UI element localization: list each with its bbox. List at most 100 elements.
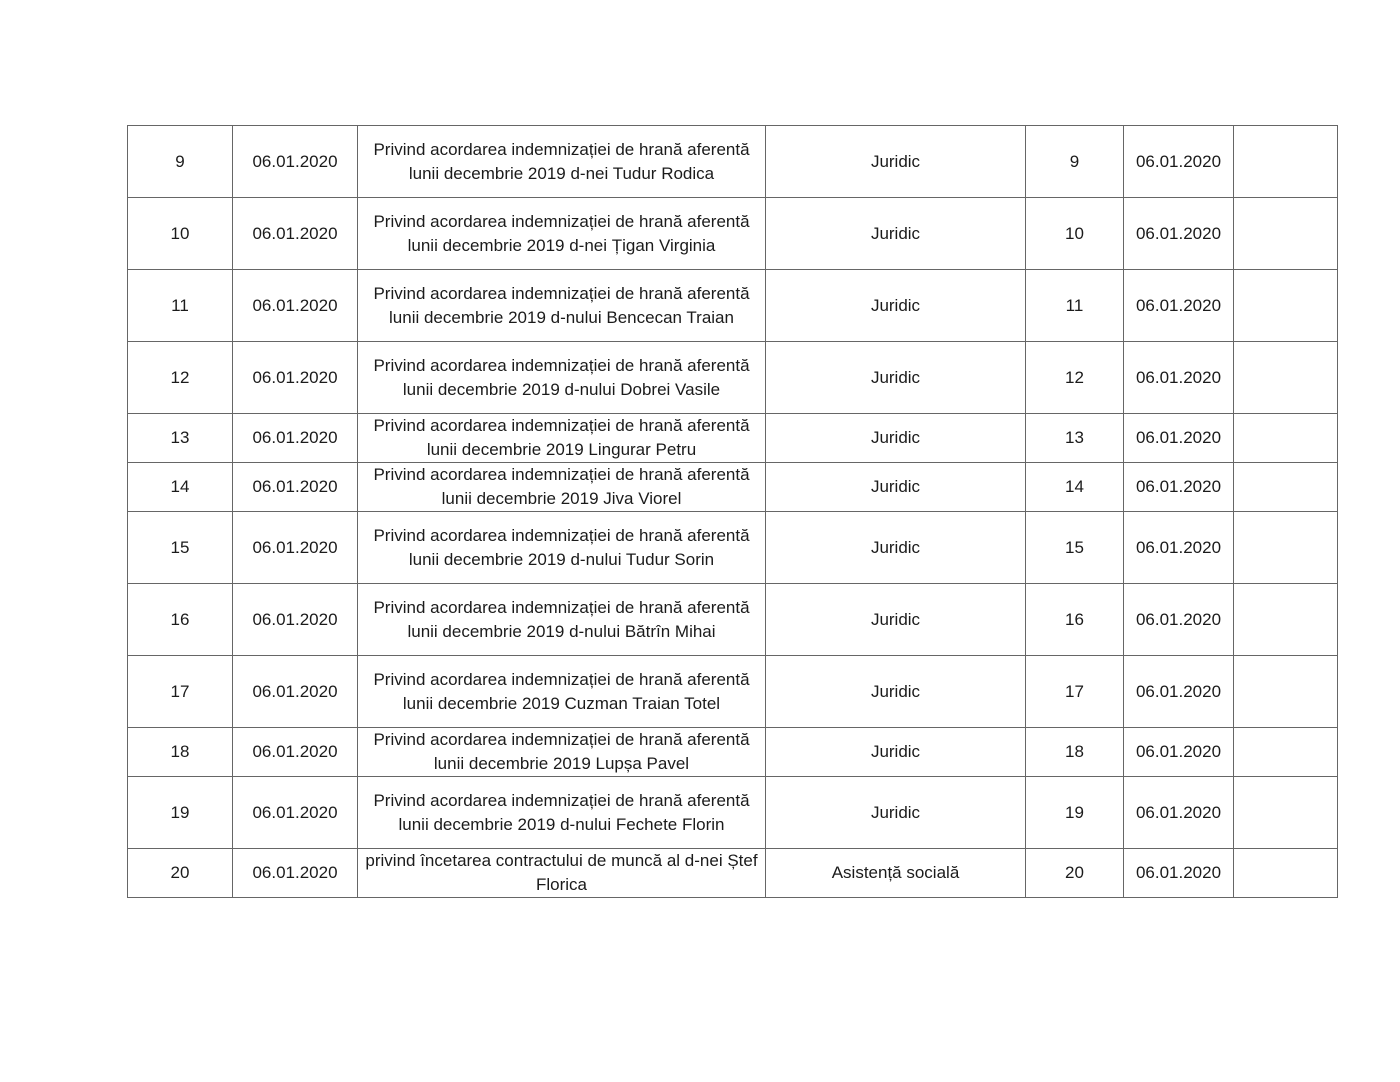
cell-registry-number: 17 [1025,655,1124,728]
table-row: 11 06.01.2020 Privind acordarea indemniz… [127,269,1338,342]
cell-department: Juridic [765,413,1026,463]
cell-decision-description: Privind acordarea indemnizației de hrană… [357,462,766,512]
cell-department: Juridic [765,341,1026,414]
table-row: 19 06.01.2020 Privind acordarea indemniz… [127,776,1338,849]
cell-department: Juridic [765,655,1026,728]
cell-registry-number: 20 [1025,848,1124,898]
cell-note-empty [1233,727,1338,777]
cell-decision-number: 15 [127,511,233,584]
cell-department: Juridic [765,269,1026,342]
cell-decision-number: 9 [127,125,233,198]
cell-registry-number: 18 [1025,727,1124,777]
cell-decision-date: 06.01.2020 [232,269,358,342]
cell-registry-date: 06.01.2020 [1123,655,1234,728]
cell-note-empty [1233,197,1338,270]
table-row: 18 06.01.2020 Privind acordarea indemniz… [127,727,1338,777]
cell-decision-date: 06.01.2020 [232,727,358,777]
cell-note-empty [1233,125,1338,198]
cell-registry-number: 16 [1025,583,1124,656]
cell-decision-number: 10 [127,197,233,270]
cell-decision-description: Privind acordarea indemnizației de hrană… [357,413,766,463]
cell-decision-number: 18 [127,727,233,777]
cell-decision-description: Privind acordarea indemnizației de hrană… [357,776,766,849]
cell-decision-date: 06.01.2020 [232,583,358,656]
cell-decision-number: 13 [127,413,233,463]
cell-decision-number: 12 [127,341,233,414]
cell-department: Juridic [765,197,1026,270]
cell-note-empty [1233,462,1338,512]
cell-registry-number: 9 [1025,125,1124,198]
cell-decision-date: 06.01.2020 [232,511,358,584]
cell-registry-number: 11 [1025,269,1124,342]
cell-decision-description: Privind acordarea indemnizației de hrană… [357,511,766,584]
cell-decision-date: 06.01.2020 [232,125,358,198]
cell-registry-date: 06.01.2020 [1123,462,1234,512]
cell-department: Asistență socială [765,848,1026,898]
table-row: 17 06.01.2020 Privind acordarea indemniz… [127,655,1338,728]
decisions-registry-table-container: 9 06.01.2020 Privind acordarea indemniza… [127,125,1338,898]
cell-note-empty [1233,655,1338,728]
cell-decision-number: 20 [127,848,233,898]
cell-decision-description: privind încetarea contractului de muncă … [357,848,766,898]
cell-note-empty [1233,583,1338,656]
cell-decision-description: Privind acordarea indemnizației de hrană… [357,269,766,342]
cell-decision-number: 14 [127,462,233,512]
cell-registry-date: 06.01.2020 [1123,125,1234,198]
cell-decision-description: Privind acordarea indemnizației de hrană… [357,125,766,198]
table-row: 13 06.01.2020 Privind acordarea indemniz… [127,413,1338,463]
cell-decision-number: 17 [127,655,233,728]
cell-note-empty [1233,269,1338,342]
cell-note-empty [1233,776,1338,849]
decisions-registry-table: 9 06.01.2020 Privind acordarea indemniza… [127,125,1338,898]
cell-department: Juridic [765,511,1026,584]
cell-decision-description: Privind acordarea indemnizației de hrană… [357,197,766,270]
table-row: 12 06.01.2020 Privind acordarea indemniz… [127,341,1338,414]
cell-decision-description: Privind acordarea indemnizației de hrană… [357,583,766,656]
cell-department: Juridic [765,727,1026,777]
cell-registry-number: 13 [1025,413,1124,463]
cell-decision-date: 06.01.2020 [232,341,358,414]
table-row: 16 06.01.2020 Privind acordarea indemniz… [127,583,1338,656]
decisions-table-body: 9 06.01.2020 Privind acordarea indemniza… [127,125,1338,898]
cell-registry-date: 06.01.2020 [1123,727,1234,777]
cell-registry-date: 06.01.2020 [1123,848,1234,898]
cell-department: Juridic [765,125,1026,198]
cell-registry-number: 10 [1025,197,1124,270]
cell-department: Juridic [765,583,1026,656]
cell-decision-number: 16 [127,583,233,656]
cell-registry-date: 06.01.2020 [1123,269,1234,342]
table-row: 14 06.01.2020 Privind acordarea indemniz… [127,462,1338,512]
cell-registry-date: 06.01.2020 [1123,511,1234,584]
cell-decision-number: 19 [127,776,233,849]
cell-department: Juridic [765,776,1026,849]
table-row: 9 06.01.2020 Privind acordarea indemniza… [127,125,1338,198]
cell-registry-date: 06.01.2020 [1123,776,1234,849]
cell-decision-description: Privind acordarea indemnizației de hrană… [357,341,766,414]
table-row: 10 06.01.2020 Privind acordarea indemniz… [127,197,1338,270]
cell-registry-date: 06.01.2020 [1123,413,1234,463]
cell-note-empty [1233,848,1338,898]
cell-decision-date: 06.01.2020 [232,848,358,898]
cell-registry-date: 06.01.2020 [1123,197,1234,270]
cell-registry-date: 06.01.2020 [1123,583,1234,656]
cell-decision-description: Privind acordarea indemnizației de hrană… [357,727,766,777]
cell-decision-date: 06.01.2020 [232,197,358,270]
cell-decision-description: Privind acordarea indemnizației de hrană… [357,655,766,728]
cell-decision-number: 11 [127,269,233,342]
cell-decision-date: 06.01.2020 [232,413,358,463]
cell-registry-number: 19 [1025,776,1124,849]
cell-registry-date: 06.01.2020 [1123,341,1234,414]
cell-note-empty [1233,413,1338,463]
cell-decision-date: 06.01.2020 [232,776,358,849]
cell-note-empty [1233,511,1338,584]
cell-note-empty [1233,341,1338,414]
cell-registry-number: 12 [1025,341,1124,414]
table-row: 20 06.01.2020 privind încetarea contract… [127,848,1338,898]
cell-registry-number: 15 [1025,511,1124,584]
cell-decision-date: 06.01.2020 [232,462,358,512]
cell-registry-number: 14 [1025,462,1124,512]
cell-department: Juridic [765,462,1026,512]
cell-decision-date: 06.01.2020 [232,655,358,728]
table-row: 15 06.01.2020 Privind acordarea indemniz… [127,511,1338,584]
